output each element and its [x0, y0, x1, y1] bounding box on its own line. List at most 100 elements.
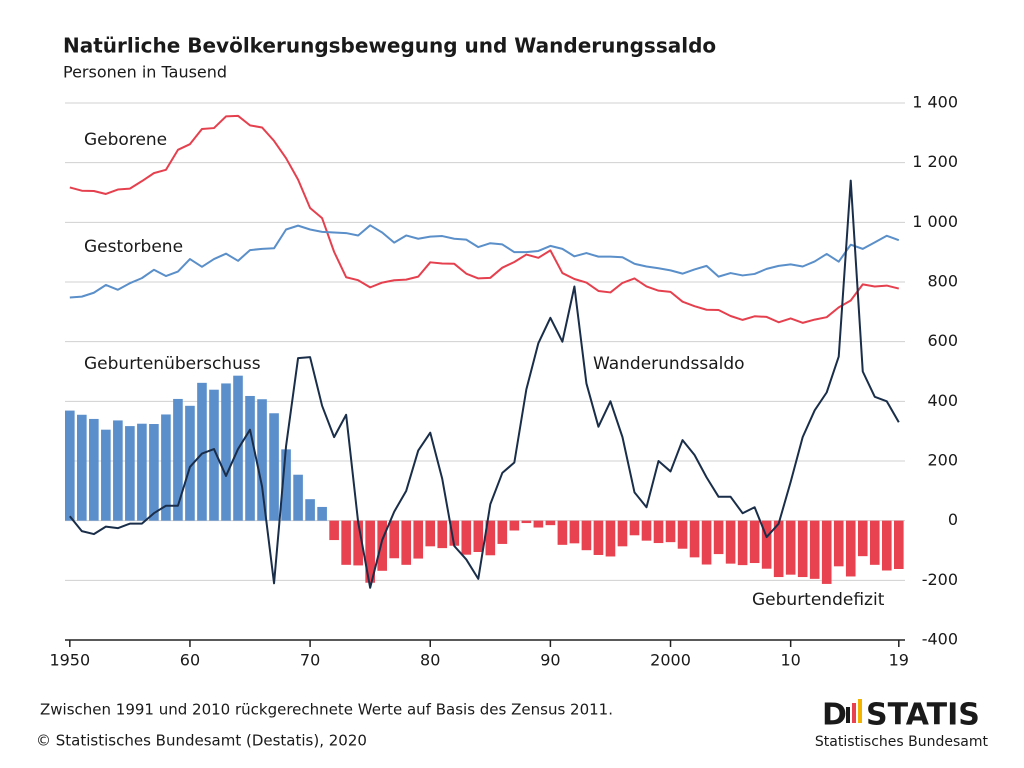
- bar: [773, 520, 784, 578]
- bar: [149, 424, 159, 521]
- logo: D STATIS Statistisches Bundesamt: [815, 698, 989, 751]
- bar: [449, 520, 460, 546]
- bar: [737, 520, 748, 566]
- bar: [173, 398, 183, 521]
- bar: [185, 405, 195, 521]
- bar: [65, 410, 75, 521]
- bar: [665, 520, 676, 543]
- bar: [761, 520, 772, 569]
- series-label: Gestorbene: [84, 237, 183, 257]
- bar: [485, 520, 496, 556]
- bar: [161, 414, 171, 521]
- bar: [197, 382, 207, 521]
- bar: [821, 520, 832, 584]
- logo-right: STATIS: [866, 698, 980, 733]
- bar: [437, 520, 448, 549]
- bar: [545, 520, 556, 526]
- bar: [809, 520, 820, 579]
- bar: [305, 499, 315, 521]
- chart-title: Natürliche Bevölkerungsbewegung und Wand…: [63, 34, 716, 58]
- x-tick-label: 80: [420, 651, 440, 670]
- bar: [857, 520, 868, 557]
- x-tick-label: 19: [889, 651, 909, 670]
- bar: [401, 520, 412, 565]
- x-tick-label: 1950: [49, 651, 90, 670]
- y-tick-label: 200: [927, 451, 958, 470]
- series-label: Geburtenüberschuss: [84, 354, 261, 374]
- bar: [893, 520, 904, 569]
- bar: [377, 520, 387, 571]
- bar: [113, 420, 123, 521]
- bar: [293, 474, 303, 521]
- bar: [497, 520, 508, 544]
- bar: [881, 520, 892, 571]
- bar: [593, 520, 604, 555]
- bar: [89, 418, 99, 521]
- chart-subtitle: Personen in Tausend: [63, 63, 227, 82]
- x-tick-label: 10: [780, 651, 800, 670]
- series-label: Geburtendefizit: [752, 590, 885, 610]
- y-tick-label: 1 200: [912, 152, 958, 171]
- logo-bar: [846, 707, 850, 723]
- line: [69, 224, 900, 299]
- y-tick-label: -200: [922, 570, 958, 589]
- logo-bar: [852, 703, 856, 723]
- bar: [137, 423, 147, 521]
- bar: [605, 520, 616, 557]
- line: [69, 179, 900, 589]
- bar: [269, 413, 279, 521]
- bar: [125, 426, 135, 521]
- bar: [317, 506, 327, 521]
- bar: [713, 520, 724, 555]
- bar: [341, 520, 351, 565]
- line: [69, 114, 900, 324]
- bar: [245, 395, 255, 521]
- y-tick-label: 600: [927, 331, 958, 350]
- logo-caption: Statistisches Bundesamt: [815, 734, 989, 750]
- bar: [281, 449, 291, 521]
- bar: [101, 429, 111, 521]
- bar: [257, 399, 267, 521]
- bar: [353, 520, 363, 566]
- bar: [533, 520, 544, 528]
- series-label: Geborene: [84, 130, 167, 150]
- y-tick-label: 1 000: [912, 212, 958, 231]
- x-tick-label: 60: [180, 651, 200, 670]
- bar: [833, 520, 844, 567]
- note: Zwischen 1991 und 2010 rückgerechnete We…: [40, 701, 613, 719]
- copyright: © Statistisches Bundesamt (Destatis), 20…: [36, 732, 367, 750]
- bar: [785, 520, 796, 575]
- x-tick-label: 90: [540, 651, 560, 670]
- y-tick-label: 800: [927, 272, 958, 291]
- y-tick-label: 0: [948, 510, 958, 529]
- y-tick-label: -400: [922, 630, 958, 649]
- logo-bar: [858, 699, 862, 723]
- logo-left: D: [822, 698, 847, 733]
- bar: [725, 520, 736, 564]
- bar: [749, 520, 760, 564]
- bar: [413, 520, 424, 559]
- bar: [617, 520, 628, 547]
- bar: [797, 520, 808, 578]
- bar: [845, 520, 856, 577]
- bar: [521, 520, 532, 524]
- bar: [701, 520, 712, 565]
- bar: [581, 520, 592, 551]
- y-tick-label: 1 400: [912, 93, 958, 112]
- bar: [473, 520, 484, 552]
- bar: [461, 520, 472, 555]
- y-tick-label: 400: [927, 391, 958, 410]
- bar: [677, 520, 688, 549]
- bar: [425, 520, 436, 547]
- series-label: Wanderundssaldo: [593, 354, 745, 374]
- bar: [221, 383, 231, 521]
- bar: [653, 520, 664, 544]
- bar: [689, 520, 700, 558]
- bar: [569, 520, 580, 544]
- bar: [557, 520, 568, 545]
- x-tick-label: 70: [300, 651, 320, 670]
- bar: [329, 520, 339, 541]
- bar: [77, 414, 87, 521]
